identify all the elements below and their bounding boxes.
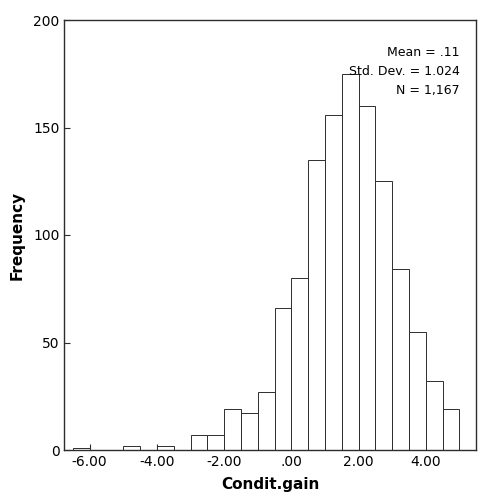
Bar	[325, 114, 342, 450]
Bar	[258, 392, 274, 450]
Bar	[308, 160, 325, 450]
Bar	[375, 181, 392, 450]
Bar	[291, 278, 308, 450]
Bar	[342, 74, 359, 450]
Bar	[392, 270, 409, 450]
Bar	[274, 308, 291, 450]
Text: Mean = .11
Std. Dev. = 1.024
N = 1,167: Mean = .11 Std. Dev. = 1.024 N = 1,167	[349, 46, 460, 97]
Y-axis label: Frequency: Frequency	[10, 190, 25, 280]
Bar	[207, 435, 224, 450]
Bar	[426, 381, 442, 450]
Bar	[224, 409, 241, 450]
Bar	[190, 435, 207, 450]
Bar	[409, 332, 426, 450]
Bar	[241, 414, 258, 450]
Bar	[157, 446, 174, 450]
Bar	[442, 409, 459, 450]
Bar	[124, 446, 140, 450]
X-axis label: Condit.gain: Condit.gain	[221, 477, 319, 492]
Bar	[73, 448, 90, 450]
Bar	[359, 106, 375, 450]
